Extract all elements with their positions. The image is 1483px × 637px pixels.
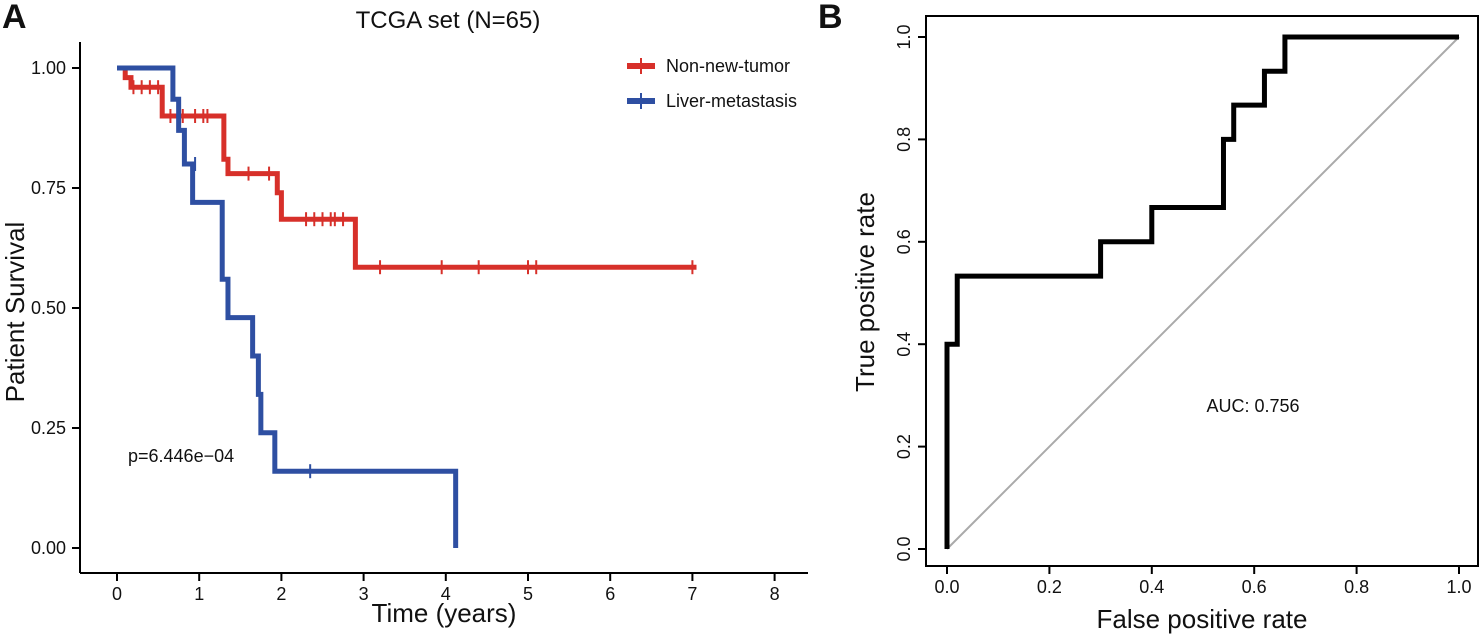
km-x-tick-label: 6 (605, 584, 615, 604)
km-curve-liver-metastasis (117, 65, 459, 548)
roc-y-tick-label: 1.0 (894, 24, 914, 49)
km-series-group (117, 65, 697, 548)
roc-y-tick-label: 0.0 (894, 536, 914, 561)
km-x-axis-label: Time (years) (372, 598, 517, 628)
km-y-tick-label: 0.75 (31, 178, 66, 198)
km-curve-non-new-tumor (117, 65, 697, 270)
panel-b-letter: B (818, 0, 843, 36)
roc-curve (944, 34, 1459, 549)
km-x-tick-label: 0 (112, 584, 122, 604)
km-x-tick-label: 3 (359, 584, 369, 604)
km-y-tick-label: 0.50 (31, 298, 66, 318)
panel-a-letter: A (2, 0, 27, 36)
km-x-tick-label: 1 (194, 584, 204, 604)
km-y-axis-label: Patient Survival (0, 222, 30, 403)
km-x-tick-label: 2 (276, 584, 286, 604)
km-x-tick-label: 7 (687, 584, 697, 604)
roc-y-tick-label: 0.8 (894, 127, 914, 152)
km-axis-ticks: 0 1 2 3 4 5 6 7 8 0.00 0.25 0.50 0.75 1.00 (31, 58, 780, 604)
roc-x-tick-label: 0.2 (1037, 577, 1062, 597)
legend-label-non-new-tumor: Non-new-tumor (666, 56, 790, 76)
roc-axis-ticks: 0.0 0.2 0.4 0.6 0.8 1.0 0.0 0.2 0.4 0.6 0.8 1.0 (894, 24, 1472, 597)
km-p-value: p=6.446e−04 (128, 446, 234, 466)
roc-x-tick-label: 0.6 (1242, 577, 1267, 597)
km-x-tick-label: 4 (441, 584, 451, 604)
roc-x-tick-label: 1.0 (1446, 577, 1471, 597)
km-chart-title: TCGA set (N=65) (356, 7, 541, 34)
roc-y-tick-label: 0.6 (894, 229, 914, 254)
roc-plot-frame (925, 15, 1479, 567)
roc-x-axis-label: False positive rate (1097, 604, 1308, 634)
roc-x-tick-label: 0.4 (1139, 577, 1164, 597)
roc-y-tick-label: 0.4 (894, 332, 914, 357)
km-y-tick-label: 0.00 (31, 538, 66, 558)
roc-x-tick-label: 0.8 (1344, 577, 1369, 597)
km-legend: Non-new-tumor Liver-metastasis (627, 56, 797, 111)
roc-chart: 0.0 0.2 0.4 0.6 0.8 1.0 0.0 0.2 0.4 0.6 0.8 1.0 AUC… (850, 15, 1479, 634)
roc-y-tick-label: 0.2 (894, 434, 914, 459)
km-x-tick-label: 5 (523, 584, 533, 604)
km-y-tick-label: 0.25 (31, 418, 66, 438)
km-x-tick-label: 8 (770, 584, 780, 604)
km-y-tick-label: 1.00 (31, 58, 66, 78)
roc-series-group (944, 34, 1459, 549)
roc-x-tick-label: 0.0 (934, 577, 959, 597)
km-survival-chart: TCGA set (N=65) 0 1 2 3 4 5 6 7 8 0.00 0.25 0.50 0.7… (0, 7, 808, 628)
legend-label-liver-metastasis: Liver-metastasis (666, 91, 797, 111)
roc-auc-value: AUC: 0.756 (1206, 396, 1299, 416)
roc-reference-diagonal (946, 36, 1460, 550)
roc-y-axis-label: True positive rate (850, 192, 880, 392)
